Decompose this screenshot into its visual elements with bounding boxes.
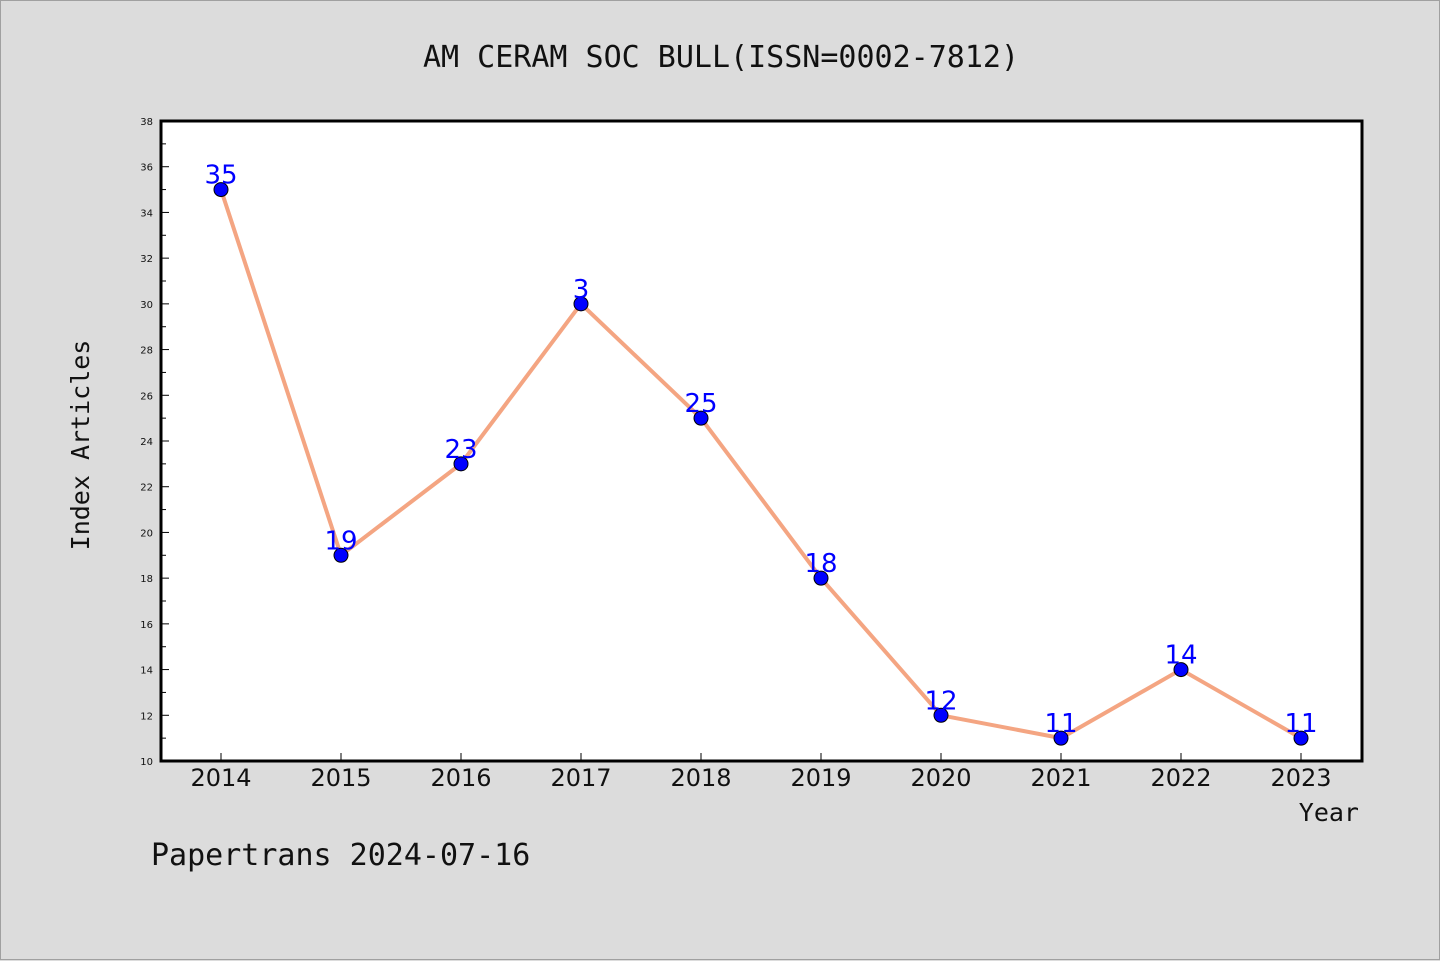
data-point [1053,730,1069,746]
data-label: 25 [684,389,717,419]
x-tick-label: 2016 [430,764,491,792]
y-axis: 10 12 14 16 18 20 22 24 26 28 30 32 34 36 38 [140,117,169,768]
data-label: 23 [444,435,477,465]
data-label: 35 [204,161,237,191]
x-tick-label: 2015 [310,764,371,792]
data-point [933,707,949,723]
data-label: 11 [1044,709,1077,739]
y-tick-label: 16 [140,620,153,631]
data-label: 12 [924,686,957,716]
y-tick-label: 36 [140,163,153,174]
data-label: 11 [1284,709,1317,739]
x-tick-label: 2014 [190,764,251,792]
y-tick-label: 10 [140,757,153,768]
data-point [333,547,349,563]
y-tick-label: 20 [140,528,153,539]
x-tick-label: 2023 [1270,764,1331,792]
plot-area [159,119,1364,763]
x-tick-label: 2020 [910,764,971,792]
data-label: 3 [573,275,590,305]
data-point [813,570,829,586]
chart-title: AM CERAM SOC BULL(ISSN=0002-7812) [423,40,1019,75]
data-labels: 35 19 23 3 25 18 12 11 14 11 [204,161,1317,740]
x-axis-label: Year [1299,798,1359,827]
x-tick-label: 2021 [1030,764,1091,792]
y-tick-label: 14 [140,666,153,677]
x-axis: 2014 2015 2016 2017 2018 2019 2020 2021 2022 2023 [190,753,1332,792]
y-tick-label: 30 [140,300,153,311]
y-tick-label: 38 [140,117,153,128]
y-tick-label: 22 [140,483,153,494]
y-tick-label: 12 [140,711,153,722]
y-tick-label: 34 [140,208,153,219]
data-label: 19 [324,526,357,556]
series-line [219,188,1302,741]
y-tick-label: 28 [140,346,153,357]
series-index-articles [213,182,1309,746]
y-tick-label: 24 [140,437,153,448]
data-point [213,182,229,198]
x-tick-label: 2019 [790,764,851,792]
y-tick-label: 18 [140,574,153,585]
y-tick-label: 26 [140,391,153,402]
data-label: 18 [804,549,837,579]
data-point [693,410,709,426]
x-tick-label: 2022 [1150,764,1211,792]
footer-note: Papertrans 2024-07-16 [151,838,530,873]
y-axis-label: Index Articles [66,340,95,551]
data-point [453,456,469,472]
data-point [1173,662,1189,678]
x-tick-label: 2017 [550,764,611,792]
data-label: 14 [1164,641,1197,671]
data-point [573,296,589,312]
y-tick-label: 32 [140,254,153,265]
x-tick-label: 2018 [670,764,731,792]
data-point [1293,730,1309,746]
